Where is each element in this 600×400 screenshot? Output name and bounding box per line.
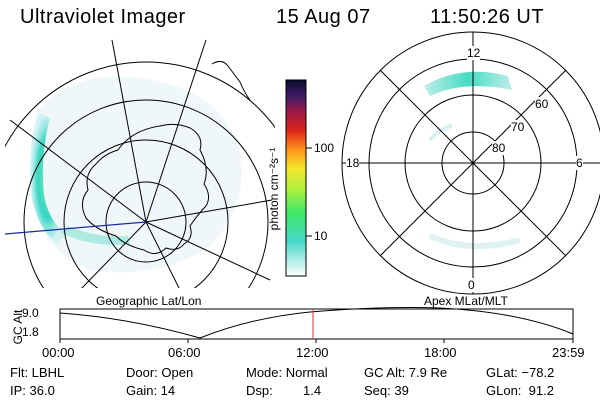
coastline-island — [211, 60, 251, 101]
orbit-xtick-4: 23:59 — [552, 345, 585, 360]
orbit-right-title: Apex MLat/MLT — [424, 294, 508, 308]
info-glat: GLat: −78.2 — [486, 365, 555, 380]
info-gain: Gain: 14 — [126, 383, 176, 398]
date-label: 15 Aug 07 — [276, 6, 371, 28]
longitude-lines — [9, 39, 273, 288]
info-ip: IP: 36.0 — [10, 383, 55, 398]
aurora-arc-polar — [424, 71, 512, 96]
orbit-altitude-curve — [59, 307, 574, 339]
mlat-label-70: 70 — [511, 120, 525, 134]
info-dsp-value: 1.4 — [303, 383, 322, 398]
time-label: 11:50:26 UT — [430, 6, 545, 28]
orbit-xtick-3: 18:00 — [424, 345, 457, 360]
orbit-x-ticks — [59, 339, 574, 343]
aurora-band-geo-lower — [60, 226, 130, 245]
coastline — [82, 123, 210, 254]
mlt-label-18: 18 — [346, 156, 360, 170]
info-dsp-label: Dsp: — [246, 383, 273, 398]
mlt-label-0: 0 — [468, 278, 475, 292]
mlat-label-60: 60 — [535, 97, 549, 111]
mlt-label-12: 12 — [467, 46, 481, 60]
info-seq: Seq: 39 — [364, 383, 409, 398]
orbit-xtick-2: 12:00 — [296, 345, 329, 360]
info-mode: Mode: Normal — [246, 365, 328, 380]
info-glon: GLon: 91.2 — [486, 383, 554, 398]
instrument-title: Ultraviolet Imager — [20, 6, 186, 28]
orbit-ytick-top: 9.0 — [22, 306, 39, 320]
emission-haze — [35, 76, 242, 273]
aurora-band-geo — [30, 112, 66, 244]
orbit-xtick-1: 06:00 — [168, 345, 201, 360]
mlt-label-6: 6 — [576, 156, 583, 170]
orbit-left-title: Geographic Lat/Lon — [96, 294, 202, 308]
satellite-track — [5, 221, 147, 235]
mlat-label-80: 80 — [492, 141, 506, 155]
colorbar-tick-label-100: 100 — [314, 141, 335, 155]
info-filter: Flt: LBHL — [10, 365, 65, 380]
info-gc-alt: GC Alt: 7.9 Re — [364, 365, 448, 380]
orbit-ytick-bottom: 1.8 — [22, 325, 39, 339]
orbit-xtick-0: 00:00 — [42, 345, 75, 360]
info-door: Door: Open — [126, 365, 194, 380]
colorbar-tick-label-10: 10 — [314, 229, 328, 243]
colorbar-scale — [285, 79, 307, 277]
latitude-circles — [5, 61, 275, 288]
